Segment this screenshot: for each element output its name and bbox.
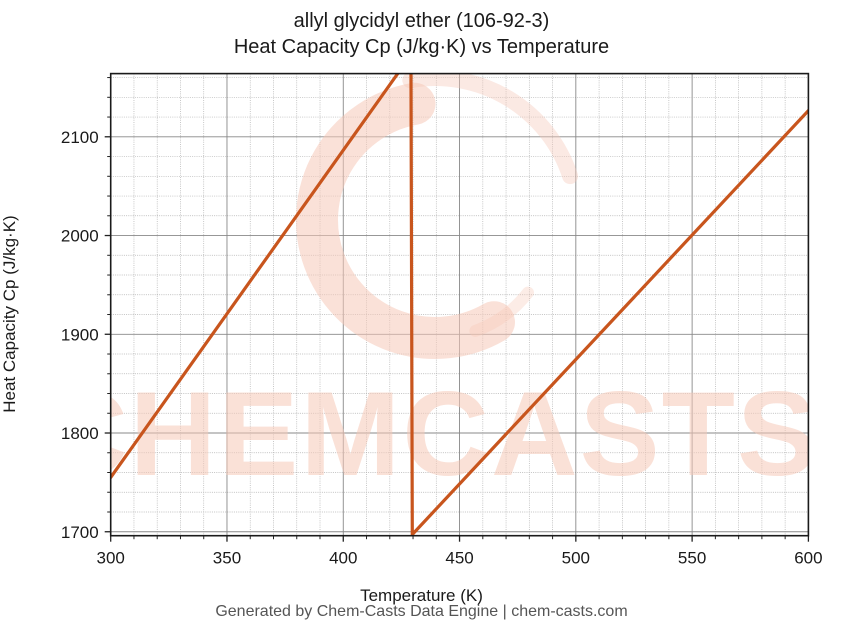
svg-text:450: 450	[445, 549, 473, 568]
svg-text:500: 500	[562, 549, 590, 568]
svg-text:1700: 1700	[61, 523, 99, 542]
svg-text:CHEMCASTS: CHEMCASTS	[41, 367, 819, 501]
svg-text:350: 350	[213, 549, 241, 568]
svg-text:2000: 2000	[61, 227, 99, 246]
svg-text:600: 600	[794, 549, 822, 568]
svg-text:400: 400	[329, 549, 357, 568]
svg-text:1800: 1800	[61, 424, 99, 443]
svg-text:2100: 2100	[61, 128, 99, 147]
svg-text:1900: 1900	[61, 325, 99, 344]
svg-text:550: 550	[678, 549, 706, 568]
svg-text:300: 300	[97, 549, 125, 568]
